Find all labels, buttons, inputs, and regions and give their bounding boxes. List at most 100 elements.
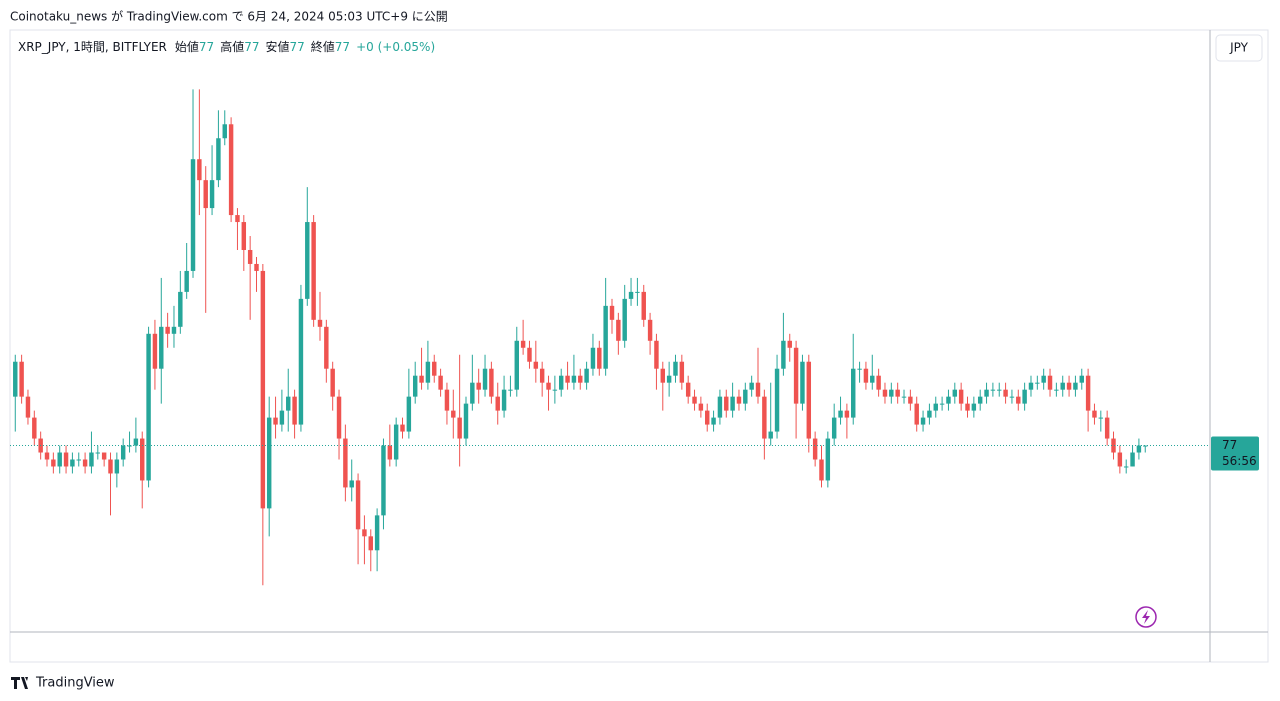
candle-body [971,403,977,411]
candle-body [679,361,685,383]
candle-body [470,382,475,404]
candle-body [546,382,551,390]
candle-body [101,452,107,460]
candle-body [76,459,81,461]
candle-body [425,361,431,383]
candle-body [190,159,196,271]
legend-value: 77 [244,40,259,54]
candle-body [819,459,824,481]
legend-value: 77 [335,40,350,54]
candle-body [273,417,278,425]
candle-body [247,249,253,264]
candle-body [1073,382,1078,390]
published-line: Coinotaku_news が TradingView.com で 6月 24… [10,9,448,24]
candle-body [736,396,742,404]
candle-body [539,368,545,383]
candle-body [800,361,805,404]
candle-body [63,452,69,467]
candle-body [781,340,786,369]
candle-body [495,396,500,411]
candle-body [70,459,75,467]
candle-body [1041,375,1046,383]
candle-body [876,375,881,390]
candle-body [343,438,348,488]
candle-body [336,396,342,439]
candle-body [438,375,443,390]
candle-body [330,368,335,397]
candle-body [660,368,666,383]
candle-body [571,375,577,383]
currency-button[interactable] [1215,34,1263,62]
countdown: 56:56 [1222,454,1257,468]
candle-body [977,396,983,404]
legend-label: 始値 [175,39,199,54]
candle-body [266,417,272,509]
candle-body [901,396,907,398]
candle-body [749,382,754,390]
candle-body [1047,375,1053,390]
bolt [1142,610,1150,624]
candle-body [432,361,437,376]
candle-body [127,445,132,447]
candle-body [1111,438,1116,453]
candle-body [654,340,659,369]
candle-body [1117,452,1123,467]
candle-body [578,375,583,383]
candle-body [724,396,729,411]
candle-body [552,389,558,391]
candle-body [51,459,56,467]
candle-body [787,340,792,348]
candle-body [997,389,1002,391]
candle-body [730,396,735,411]
candle-body [203,180,208,209]
candle-body [914,403,919,425]
candle-body [520,340,526,348]
candle-body [19,361,24,397]
legend-label: 終値 [311,39,335,54]
candle-body [1079,375,1084,383]
tv-logo [11,677,28,689]
candle-body [13,361,18,397]
candle-body [590,347,596,369]
candle-body [1003,389,1008,397]
candle-body [451,410,456,418]
candle-body [159,326,164,369]
last-price-label: 77 [1222,438,1237,452]
candle-body [844,410,850,418]
alert-icon[interactable] [1135,606,1157,628]
candle-body [292,396,297,425]
legend-value: 77 [290,40,305,54]
candle-body [895,389,900,397]
candle-body [355,480,361,530]
candle-body [133,438,139,446]
candle-body [685,382,691,397]
candle-body [698,403,704,411]
candle-body [1123,466,1129,468]
candle-body [222,124,227,139]
candle-body [489,368,494,397]
candle-body [140,438,145,481]
candle-body [597,347,602,369]
candle-body [711,417,716,425]
candle-body [603,305,608,369]
candle-body [920,417,926,425]
candle-body [476,382,481,390]
candle-body [768,431,773,439]
candle-body [419,375,424,383]
candle-body [565,375,570,383]
legend-label: 安値 [265,39,289,54]
candle-body [825,438,831,481]
candle-body [305,222,310,299]
candle-body [1104,417,1110,439]
candle-body [641,291,646,320]
candle-body [1092,410,1097,418]
candle-body [241,222,247,250]
candle-body [1022,389,1027,404]
candle-body [1136,445,1142,453]
candle-body [1060,382,1065,390]
candle-body [457,417,462,439]
candle-body [501,389,507,411]
candle-body [952,389,958,397]
candle-body [387,445,393,460]
